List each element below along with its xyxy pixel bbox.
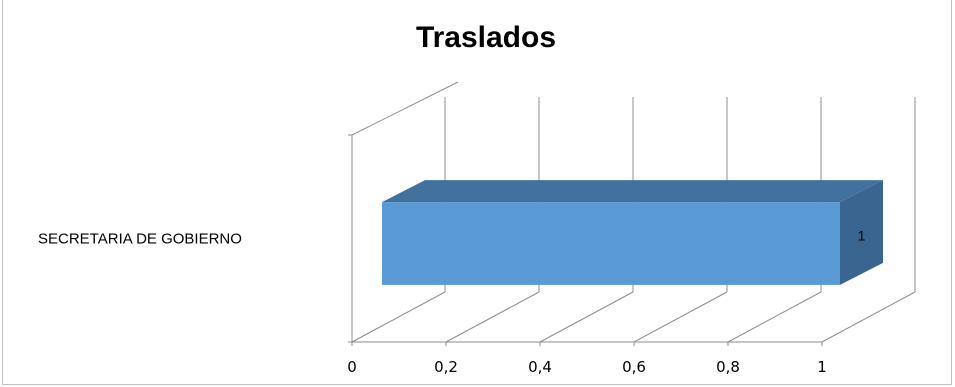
x-tick-label: 0 [347, 358, 357, 376]
x-tick-label: 0,6 [622, 358, 646, 376]
data-label: 1 [858, 228, 866, 244]
x-tick-label: 1 [817, 358, 827, 376]
left-wall-top-edge [351, 81, 459, 136]
chart-title: Traslados [416, 21, 556, 54]
bar-side-face [840, 180, 883, 285]
gridline-floor [351, 291, 446, 343]
bar [382, 202, 840, 285]
gridline-floor [727, 291, 822, 343]
gridline-floor [445, 291, 540, 343]
gridline-floor [821, 291, 916, 343]
x-tick-label: 0,4 [528, 358, 552, 376]
gridline-floor [633, 291, 728, 343]
bar-top-face [382, 180, 883, 203]
chart-labels: 0 0,2 0,4 0,6 0,8 1 SECRETARIA DE GOBIERNO 1 [38, 228, 866, 377]
x-tick-label: 0,2 [434, 358, 458, 376]
chart-bars [382, 180, 883, 285]
gridline-floor [539, 291, 634, 343]
x-tick-label: 0,8 [716, 358, 740, 376]
category-label: SECRETARIA DE GOBIERNO [38, 231, 242, 248]
